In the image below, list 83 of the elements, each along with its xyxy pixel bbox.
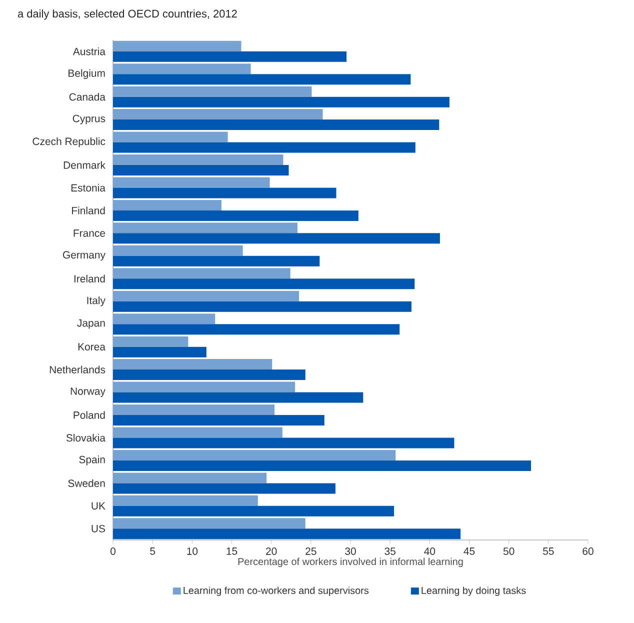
bar xyxy=(113,472,267,484)
y-tick-label: Japan xyxy=(77,319,105,329)
bar xyxy=(113,165,289,176)
y-tick-label: Netherlands xyxy=(50,366,106,374)
bar xyxy=(113,415,324,426)
x-tick-label: 60 xyxy=(582,548,594,555)
bar xyxy=(113,177,270,188)
legend-label: Learning by doing tasks xyxy=(422,586,526,596)
y-tick-label: US xyxy=(92,524,105,532)
bar xyxy=(113,495,258,506)
bar xyxy=(113,324,400,335)
x-tick-label: 20 xyxy=(266,548,277,555)
x-tick-label: 40 xyxy=(424,548,436,555)
bar xyxy=(113,528,461,540)
bar xyxy=(113,438,454,448)
x-axis-title: Percentage of workers involved in informal learning xyxy=(238,558,463,568)
bar xyxy=(113,301,412,312)
y-tick-label: Belgium xyxy=(68,69,105,79)
y-tick-label: Denmark xyxy=(64,161,106,169)
y-tick-label: UK xyxy=(92,502,106,510)
bar xyxy=(113,290,300,302)
x-tick-label: 5 xyxy=(150,548,156,555)
bar xyxy=(113,392,364,403)
x-tick-label: 10 xyxy=(187,548,198,555)
x-tick-label: 35 xyxy=(384,548,396,555)
bar xyxy=(113,64,251,74)
bar xyxy=(113,86,312,97)
bar xyxy=(113,518,306,529)
y-tick-label: Sweden xyxy=(68,479,105,488)
x-tick-label: 15 xyxy=(226,548,238,555)
bar xyxy=(113,200,222,210)
y-tick-label: Germany xyxy=(62,251,106,261)
y-tick-label: Canada xyxy=(69,92,106,101)
bar xyxy=(113,109,323,120)
bar xyxy=(113,346,206,358)
y-tick-label: Korea xyxy=(78,343,106,350)
chart-title: a daily basis, selected OECD countries, 2012 xyxy=(18,10,237,20)
bar xyxy=(113,154,284,165)
bar xyxy=(113,336,188,347)
bar xyxy=(113,222,298,234)
y-tick-label: Czech Republic xyxy=(32,137,106,148)
bar xyxy=(113,132,228,142)
y-tick-label: Cyprus xyxy=(72,114,106,124)
y-tick-label: Estonia xyxy=(71,184,106,192)
y-tick-label: Finland xyxy=(72,206,105,214)
y-tick-label: Italy xyxy=(87,296,106,306)
y-tick-label: Spain xyxy=(79,456,105,466)
bar xyxy=(113,314,216,324)
bar xyxy=(113,268,290,279)
bar xyxy=(113,120,440,130)
bar xyxy=(113,188,336,198)
y-tick-label: Ireland xyxy=(74,274,105,282)
bar xyxy=(113,245,243,256)
y-tick-label: Norway xyxy=(70,388,106,397)
bar xyxy=(113,370,306,380)
bar xyxy=(113,74,411,85)
bar xyxy=(113,96,450,108)
bar xyxy=(113,483,336,494)
bar xyxy=(113,40,242,52)
bar xyxy=(113,51,347,62)
bar xyxy=(113,210,358,221)
bar xyxy=(113,427,282,438)
y-tick-label: Poland xyxy=(74,411,105,419)
bar xyxy=(113,359,272,370)
bar xyxy=(113,506,394,516)
x-tick-label: 55 xyxy=(543,548,554,555)
bar xyxy=(113,142,416,153)
bar xyxy=(113,460,532,471)
bar xyxy=(113,404,274,416)
y-tick-label: Austria xyxy=(72,48,106,56)
x-tick-label: 45 xyxy=(464,548,475,555)
x-tick-label: 50 xyxy=(503,548,514,555)
y-tick-label: France xyxy=(74,230,106,237)
bar xyxy=(113,278,415,290)
bar xyxy=(113,256,320,266)
x-tick-label: 25 xyxy=(306,548,316,555)
bar xyxy=(113,382,296,392)
x-tick-label: 0 xyxy=(110,548,116,555)
legend-label: Learning from co-workers and supervisors xyxy=(184,586,369,596)
x-tick-label: 30 xyxy=(345,548,356,555)
y-tick-label: Slovakia xyxy=(66,434,106,442)
bar xyxy=(113,450,396,460)
bar xyxy=(113,233,440,244)
